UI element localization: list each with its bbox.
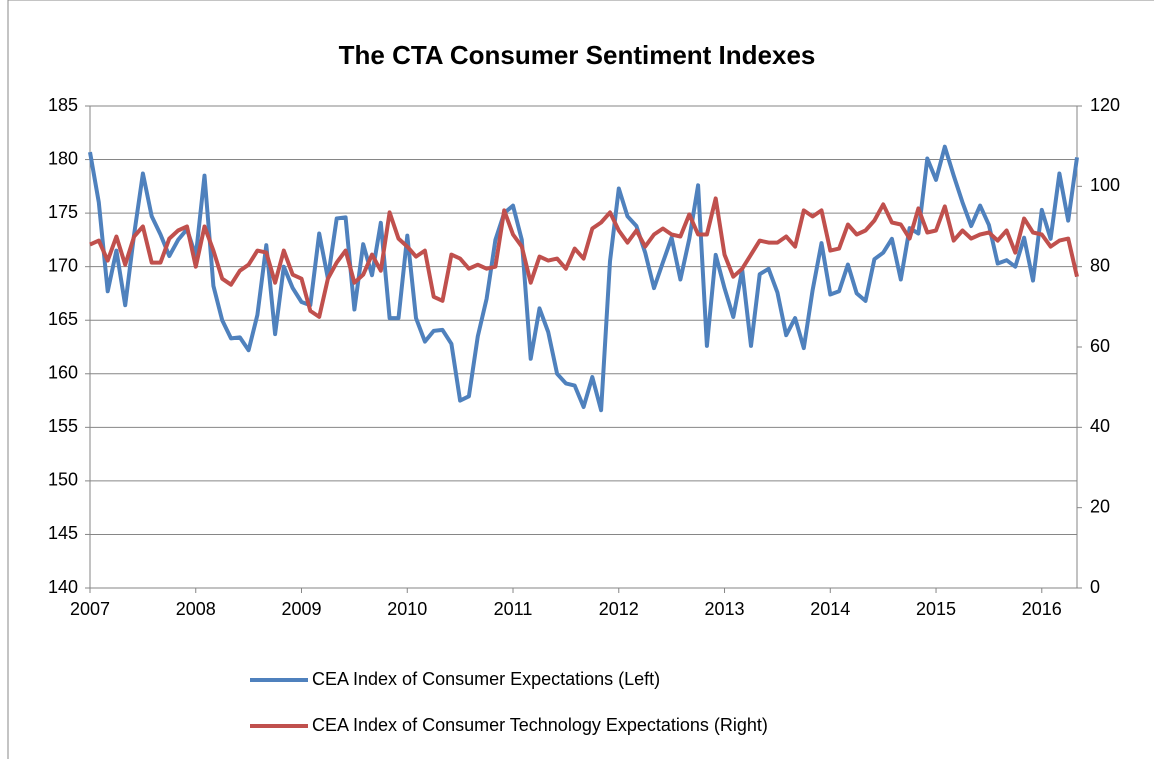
y-tick-label: 145 <box>48 523 78 543</box>
y-tick-label: 185 <box>48 95 78 115</box>
chart-frame <box>7 0 1154 764</box>
x-tick-label: 2010 <box>387 599 427 619</box>
series-line <box>89 196 1079 319</box>
x-tick-label: 2008 <box>176 599 216 619</box>
x-tick-label: 2016 <box>1022 599 1062 619</box>
y-tick-label: 180 <box>48 148 78 168</box>
y-tick-label: 140 <box>48 577 78 597</box>
y-tick-label: 165 <box>48 309 78 329</box>
x-tick-label: 2009 <box>281 599 321 619</box>
x-tick-label: 2011 <box>494 599 533 619</box>
y-tick-label: 175 <box>48 202 78 222</box>
x-tick-label: 2007 <box>70 599 110 619</box>
x-tick-label: 2015 <box>916 599 956 619</box>
y2-tick-label: 0 <box>1090 577 1100 597</box>
y2-tick-label: 120 <box>1090 95 1120 115</box>
x-tick-label: 2013 <box>704 599 744 619</box>
y2-tick-label: 20 <box>1090 496 1110 516</box>
y-tick-label: 155 <box>48 416 78 436</box>
y-tick-label: 150 <box>48 470 78 490</box>
legend-label: CEA Index of Consumer Technology Expecta… <box>312 715 768 735</box>
x-tick-label: 2014 <box>810 599 850 619</box>
y2-tick-label: 60 <box>1090 336 1110 356</box>
y2-tick-label: 80 <box>1090 255 1110 275</box>
y-tick-label: 160 <box>48 363 78 383</box>
x-tick-label: 2012 <box>599 599 639 619</box>
y-tick-label: 170 <box>48 255 78 275</box>
chart-title: The CTA Consumer Sentiment Indexes <box>339 40 816 70</box>
y2-tick-label: 40 <box>1090 416 1110 436</box>
legend-label: CEA Index of Consumer Expectations (Left… <box>312 669 660 689</box>
y2-tick-label: 100 <box>1090 175 1120 195</box>
